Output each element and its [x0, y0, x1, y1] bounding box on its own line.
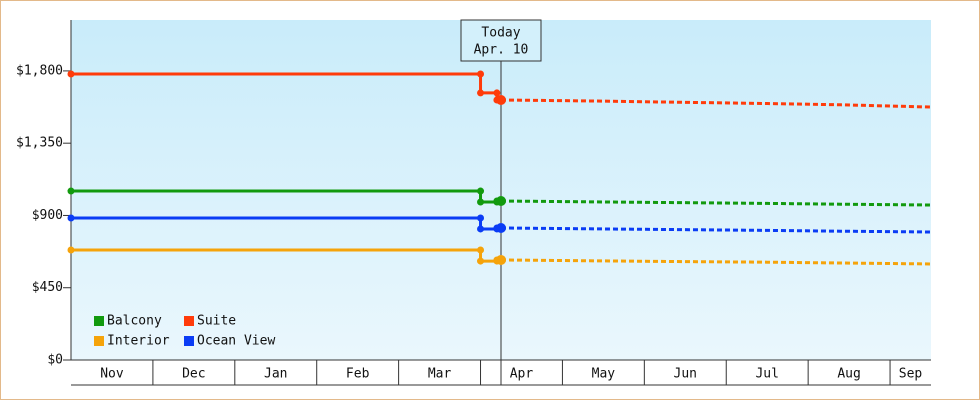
- data-point: [496, 94, 506, 105]
- legend-swatch: [184, 316, 194, 326]
- data-point: [67, 187, 75, 195]
- x-tick-label: May: [592, 367, 616, 382]
- forecast-line: [500, 226, 932, 234]
- data-point: [477, 246, 485, 254]
- legend-label: Suite: [197, 314, 236, 329]
- x-tick-label: Jan: [264, 367, 287, 382]
- data-point: [477, 198, 485, 206]
- legend-label: Interior: [107, 334, 170, 349]
- legend-label: Ocean View: [197, 334, 275, 349]
- forecast-line: [500, 258, 932, 266]
- today-date: Apr. 10: [474, 43, 529, 58]
- x-tick-label: Apr: [510, 367, 534, 382]
- forecast-line: [500, 199, 932, 207]
- data-point: [477, 257, 485, 265]
- x-tick-label: Nov: [100, 367, 124, 382]
- x-tick-label: Aug: [837, 367, 860, 382]
- x-tick-label: Jun: [674, 367, 697, 382]
- legend-swatch: [94, 336, 104, 346]
- x-tick-label: Feb: [346, 367, 370, 382]
- data-point: [496, 196, 506, 207]
- x-tick-label: Dec: [182, 367, 205, 382]
- x-tick-label: Mar: [428, 367, 452, 382]
- x-tick-label: Jul: [755, 367, 778, 382]
- data-point: [477, 187, 485, 195]
- data-point: [67, 246, 75, 254]
- today-box: [460, 19, 542, 62]
- data-point: [493, 89, 501, 97]
- data-point: [477, 70, 485, 78]
- legend-swatch: [94, 316, 104, 326]
- data-point: [496, 254, 506, 265]
- y-tick-label: $1,800: [16, 63, 63, 78]
- y-tick-label: $900: [32, 208, 63, 223]
- data-point: [496, 222, 506, 233]
- data-point: [67, 70, 75, 78]
- data-point: [477, 225, 485, 233]
- legend-label: Balcony: [107, 314, 162, 329]
- y-tick-label: $0: [47, 353, 63, 368]
- y-tick-label: $450: [32, 280, 63, 295]
- data-point: [477, 214, 485, 222]
- forecast-line: [500, 98, 932, 109]
- today-label: Today: [481, 26, 520, 41]
- y-tick-label: $1,350: [16, 136, 63, 151]
- x-tick-label: Sep: [899, 367, 923, 382]
- legend-swatch: [184, 336, 194, 346]
- data-point: [67, 214, 75, 222]
- data-point: [477, 89, 485, 97]
